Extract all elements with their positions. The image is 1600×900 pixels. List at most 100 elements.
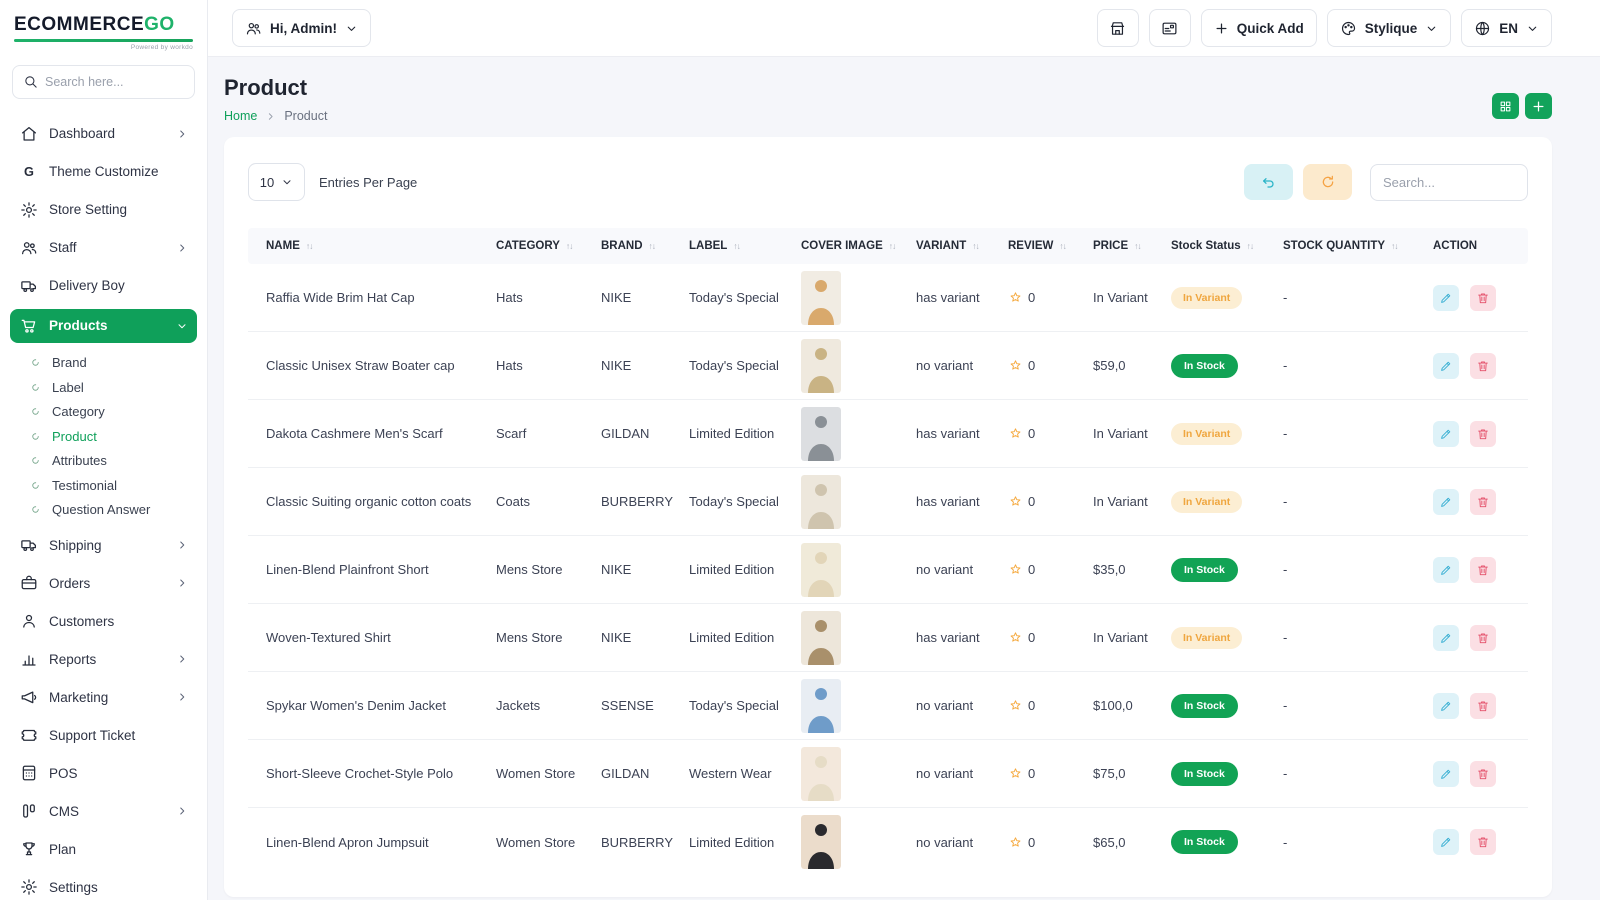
circular-bullet-icon bbox=[30, 357, 41, 368]
sidebar-item-customers[interactable]: Customers bbox=[10, 606, 197, 636]
sort-icon[interactable]: ↑↓ bbox=[305, 241, 313, 251]
delete-button[interactable] bbox=[1470, 760, 1496, 787]
quick-add-button[interactable]: Quick Add bbox=[1200, 9, 1317, 47]
delete-button[interactable] bbox=[1470, 420, 1496, 447]
refresh-button[interactable] bbox=[1303, 164, 1352, 200]
storefront-button[interactable] bbox=[1096, 9, 1139, 47]
edit-button[interactable] bbox=[1433, 624, 1459, 651]
delete-button[interactable] bbox=[1470, 284, 1496, 311]
cell-price: $35,0 bbox=[1093, 562, 1126, 577]
sidebar-subitem-label[interactable]: Label bbox=[24, 375, 197, 400]
page-title: Product bbox=[224, 75, 308, 100]
column-header-review[interactable]: REVIEW ↑↓ bbox=[1008, 240, 1067, 252]
delete-button[interactable] bbox=[1470, 556, 1496, 583]
breadcrumb-home-link[interactable]: Home bbox=[224, 109, 258, 123]
sidebar-item-staff[interactable]: Staff bbox=[10, 233, 197, 263]
edit-button[interactable] bbox=[1433, 829, 1459, 855]
sort-icon[interactable]: ↑↓ bbox=[888, 241, 896, 251]
sidebar-subitem-product[interactable]: Product bbox=[24, 424, 197, 449]
edit-button[interactable] bbox=[1433, 760, 1459, 787]
edit-button[interactable] bbox=[1433, 352, 1459, 379]
product-cover-image bbox=[801, 610, 841, 665]
sidebar-item-orders[interactable]: Orders bbox=[10, 568, 197, 598]
table-body: Raffia Wide Brim Hat Cap Hats NIKE Today's … bbox=[248, 264, 1528, 876]
delete-button[interactable] bbox=[1470, 624, 1496, 651]
sidebar-subitem-label: Testimonial bbox=[52, 477, 118, 493]
cell-label: Today's Special bbox=[689, 698, 779, 713]
edit-button[interactable] bbox=[1433, 556, 1459, 583]
column-header-price[interactable]: PRICE ↑↓ bbox=[1093, 240, 1142, 252]
sidebar-item-dashboard[interactable]: Dashboard bbox=[10, 119, 197, 149]
delete-button[interactable] bbox=[1470, 692, 1496, 719]
column-header-label[interactable]: LABEL ↑↓ bbox=[689, 240, 741, 252]
edit-button[interactable] bbox=[1433, 692, 1459, 719]
sidebar-item-products[interactable]: Products bbox=[10, 308, 197, 343]
sidebar-subitem-category[interactable]: Category bbox=[24, 400, 197, 425]
chevron-right-icon bbox=[265, 111, 276, 122]
sidebar-item-pos[interactable]: POS bbox=[10, 758, 197, 788]
sort-icon[interactable]: ↑↓ bbox=[565, 241, 573, 251]
theme-select-button[interactable]: Stylique bbox=[1326, 9, 1452, 47]
sidebar-search-input[interactable] bbox=[45, 74, 184, 89]
sidebar-search[interactable] bbox=[12, 64, 195, 99]
sort-icon[interactable]: ↑↓ bbox=[1391, 241, 1398, 251]
sort-icon[interactable]: ↑↓ bbox=[1246, 241, 1254, 251]
sidebar-item-shipping[interactable]: Shipping bbox=[10, 530, 197, 560]
pencil-icon bbox=[1439, 699, 1453, 713]
sidebar-item-theme-customize[interactable]: G Theme Customize bbox=[10, 157, 197, 187]
sidebar-item-label: CMS bbox=[49, 803, 79, 819]
language-select-button[interactable]: EN bbox=[1461, 9, 1552, 47]
cell-actions bbox=[1415, 352, 1528, 379]
column-header-stock-quantity[interactable]: STOCK QUANTITY ↑↓ bbox=[1283, 240, 1398, 252]
sort-icon[interactable]: ↑↓ bbox=[648, 241, 656, 251]
cell-review: 0 bbox=[990, 630, 1075, 645]
logo[interactable]: ECOMMERCEGO Powered by workdo bbox=[0, 0, 207, 61]
cell-brand: BURBERRY bbox=[601, 834, 674, 850]
logo-text: ECOMMERCEGO bbox=[14, 14, 175, 35]
delete-button[interactable] bbox=[1470, 488, 1496, 515]
chevron-down-icon bbox=[1526, 22, 1539, 35]
pencil-icon bbox=[1439, 631, 1453, 645]
column-header-brand[interactable]: BRAND ↑↓ bbox=[601, 240, 656, 252]
user-menu-button[interactable]: Hi, Admin! bbox=[232, 9, 371, 47]
sidebar-item-settings[interactable]: Settings bbox=[10, 872, 197, 900]
column-header-stock-status[interactable]: Stock Status ↑↓ bbox=[1171, 240, 1254, 252]
column-header-category[interactable]: CATEGORY ↑↓ bbox=[496, 240, 573, 252]
sidebar-item-reports[interactable]: Reports bbox=[10, 644, 197, 674]
undo-filter-button[interactable] bbox=[1244, 164, 1293, 200]
column-header-name[interactable]: NAME ↑↓ bbox=[266, 240, 313, 252]
sidebar-item-support-ticket[interactable]: Support Ticket bbox=[10, 720, 197, 750]
grid-view-button[interactable] bbox=[1492, 93, 1519, 119]
sidebar-item-plan[interactable]: Plan bbox=[10, 834, 197, 864]
entries-per-page-select[interactable]: 10 bbox=[248, 163, 305, 201]
add-product-button[interactable] bbox=[1525, 93, 1552, 119]
pencil-icon bbox=[1439, 427, 1453, 441]
sidebar-item-store-setting[interactable]: Store Setting bbox=[10, 195, 197, 225]
sidebar-item-delivery-boy[interactable]: Delivery Boy bbox=[10, 271, 197, 301]
sort-icon[interactable]: ↑↓ bbox=[1059, 241, 1066, 251]
sidebar-item-marketing[interactable]: Marketing bbox=[10, 682, 197, 712]
logo-powered-by: Powered by workdo bbox=[130, 43, 193, 51]
column-header-cover-image[interactable]: COVER IMAGE ↑↓ bbox=[801, 240, 896, 252]
sidebar-subitem-testimonial[interactable]: Testimonial bbox=[24, 473, 197, 498]
sort-icon[interactable]: ↑↓ bbox=[733, 241, 740, 251]
sort-icon[interactable]: ↑↓ bbox=[1134, 241, 1141, 251]
sort-icon[interactable]: ↑↓ bbox=[972, 241, 979, 251]
edit-button[interactable] bbox=[1433, 420, 1459, 447]
home-icon bbox=[19, 124, 38, 143]
edit-button[interactable] bbox=[1433, 284, 1459, 311]
sidebar-subitem-attributes[interactable]: Attributes bbox=[24, 449, 197, 474]
media-card-button[interactable] bbox=[1148, 9, 1191, 47]
cell-label: Limited Edition bbox=[689, 562, 775, 577]
sidebar-subitem-brand[interactable]: Brand bbox=[24, 351, 197, 376]
delete-button[interactable] bbox=[1470, 352, 1496, 379]
table-search-input[interactable] bbox=[1370, 163, 1528, 201]
ticket-icon bbox=[19, 726, 38, 745]
delete-button[interactable] bbox=[1470, 829, 1496, 855]
sidebar-subitem-question-answer[interactable]: Question Answer bbox=[24, 498, 197, 523]
cell-price: In Variant bbox=[1093, 290, 1148, 305]
sidebar-item-cms[interactable]: CMS bbox=[10, 796, 197, 826]
column-header-variant[interactable]: VARIANT ↑↓ bbox=[916, 240, 980, 252]
cell-label: Limited Edition bbox=[689, 834, 775, 850]
edit-button[interactable] bbox=[1433, 488, 1459, 515]
